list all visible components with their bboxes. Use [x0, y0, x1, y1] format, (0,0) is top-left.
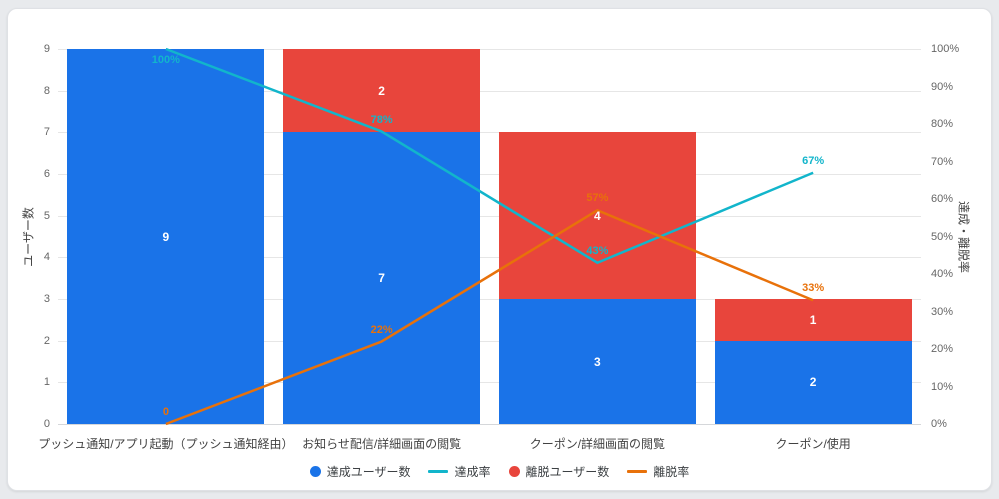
- right-axis-tick: 10%: [931, 380, 954, 393]
- line-point-label: 33%: [802, 282, 825, 295]
- right-axis-tick: 70%: [931, 155, 954, 168]
- legend-circle-swatch-icon: [309, 466, 321, 477]
- line-point-label: 43%: [586, 244, 609, 257]
- bar-value-label: 7: [378, 271, 385, 286]
- legend-item-rate[interactable]: 達成率: [428, 463, 491, 480]
- bar-value-label: 1: [809, 312, 817, 327]
- left-axis-tick: 2: [43, 334, 50, 347]
- line-point-label: 67%: [802, 154, 825, 167]
- legend-item-label: 離脱ユーザー数: [525, 465, 610, 479]
- right-axis-tick: 40%: [931, 268, 954, 280]
- bar-value-label: 2: [809, 375, 817, 390]
- left-axis-tick: 0: [43, 418, 50, 430]
- bar-value-label: 9: [162, 229, 170, 244]
- right-axis-tick: 80%: [931, 118, 954, 130]
- legend-item-label: 離脱率: [653, 465, 690, 479]
- x-axis-category-label: プッシュ通知/アプリ起動（プッシュ通知経由）: [38, 437, 294, 451]
- left-axis-tick: 6: [43, 168, 50, 180]
- right-axis-tick: 60%: [931, 193, 954, 205]
- left-axis-tick: 5: [43, 209, 50, 222]
- x-axis-category-label: クーポン/使用: [775, 437, 851, 451]
- right-axis-tick: 20%: [931, 343, 954, 355]
- legend-item-label: 達成ユーザー数: [326, 465, 411, 479]
- chart-card: ユーザー数 達成・離脱率 0 1 2 3 4 5 6 7 8 9 0% 10% 20% 30% 40% 50%…: [7, 8, 992, 491]
- left-axis-tick: 8: [43, 84, 50, 97]
- chart-legend: 達成ユーザー数 達成率 離脱ユーザー数 離脱率: [8, 463, 991, 480]
- legend-item-series[interactable]: 達成ユーザー数: [309, 463, 411, 480]
- legend-item-rate[interactable]: 離脱率: [627, 463, 689, 480]
- legend-item-label: 達成率: [454, 465, 491, 479]
- line-point-label: 22%: [370, 323, 393, 336]
- left-axis-tick: 7: [43, 126, 50, 139]
- left-axis-title: ユーザー数: [21, 207, 36, 267]
- line-point-label: 78%: [370, 113, 393, 126]
- x-axis-category-label: お知らせ配信/詳細画面の閲覧: [302, 437, 462, 451]
- bar-value-label: 4: [594, 208, 601, 223]
- legend-line-swatch-icon: [428, 470, 449, 473]
- legend-item-series[interactable]: 離脱ユーザー数: [508, 463, 610, 480]
- bar-value-label: 2: [378, 83, 385, 98]
- left-axis-tick: 3: [43, 293, 50, 305]
- right-axis-title: 達成・離脱率: [956, 200, 971, 274]
- legend-line-swatch-icon: [627, 470, 648, 473]
- funnel-chart: ユーザー数 達成・離脱率 0 1 2 3 4 5 6 7 8 9 0% 10% 20% 30% 40% 50%…: [8, 9, 991, 490]
- right-axis-tick: 0%: [931, 418, 947, 430]
- legend-circle-swatch-icon: [508, 466, 520, 477]
- gridline: [58, 424, 921, 425]
- left-axis-tick: 9: [43, 43, 50, 55]
- left-axis-tick: 1: [43, 376, 50, 389]
- right-axis-tick: 100%: [931, 43, 960, 55]
- right-axis-tick: 50%: [931, 230, 954, 243]
- line-point-label: 57%: [586, 192, 609, 205]
- x-axis-category-label: クーポン/詳細画面の閲覧: [529, 437, 666, 451]
- line-point-label: 0: [162, 406, 169, 418]
- bar-value-label: 3: [594, 354, 601, 369]
- right-axis-tick: 90%: [931, 80, 954, 93]
- left-axis-tick: 4: [43, 251, 50, 264]
- line-point-label: 100%: [151, 54, 180, 66]
- right-axis-tick: 30%: [931, 305, 954, 318]
